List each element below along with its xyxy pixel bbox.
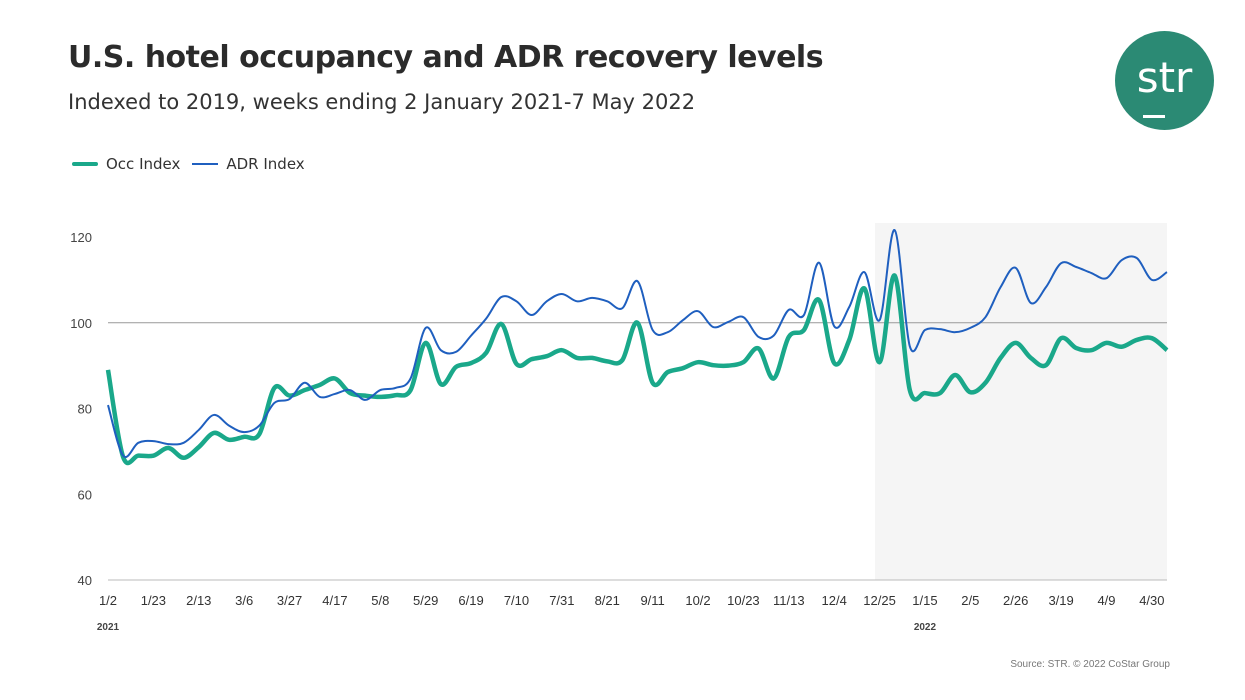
y-tick-label: 120 <box>70 230 92 245</box>
x-tick-label: 3/19 <box>1048 593 1073 608</box>
x-tick-label: 9/11 <box>640 593 664 608</box>
x-tick-label: 1/23 <box>141 593 166 608</box>
legend-swatch-occ <box>72 162 98 166</box>
chart-subtitle: Indexed to 2019, weeks ending 2 January … <box>68 90 696 114</box>
x-tick-label: 11/13 <box>773 593 805 608</box>
x-tick-label: 6/19 <box>458 593 483 608</box>
x-tick-label: 5/8 <box>371 593 389 608</box>
chart-title: U.S. hotel occupancy and ADR recovery le… <box>68 40 824 75</box>
x-tick-label: 1/15 <box>912 593 937 608</box>
x-tick-label: 4/30 <box>1139 593 1164 608</box>
year-label: 2022 <box>914 622 937 633</box>
x-tick-label: 3/27 <box>277 593 302 608</box>
x-tick-label: 4/17 <box>322 593 347 608</box>
x-tick-label: 2/5 <box>961 593 979 608</box>
legend-swatch-adr <box>192 163 219 165</box>
legend: Occ Index ADR Index <box>72 155 305 173</box>
occ-index-line <box>105 273 1169 466</box>
x-tick-label: 12/25 <box>863 593 896 608</box>
x-tick-label: 5/29 <box>413 593 438 608</box>
shaded-2022-region <box>875 223 1167 580</box>
x-tick-label: 2/26 <box>1003 593 1028 608</box>
x-tick-label: 7/31 <box>549 593 574 608</box>
year-label: 2021 <box>97 622 120 633</box>
legend-label-adr: ADR Index <box>226 155 305 173</box>
y-tick-label: 100 <box>70 316 92 331</box>
logo-text: str <box>1136 53 1193 102</box>
x-tick-label: 12/4 <box>822 593 847 608</box>
x-tick-label: 3/6 <box>235 593 253 608</box>
x-tick-label: 2/13 <box>186 593 211 608</box>
y-tick-label: 40 <box>78 573 92 588</box>
y-tick-label: 60 <box>78 487 92 502</box>
legend-label-occ: Occ Index <box>106 155 181 173</box>
source-note: Source: STR. © 2022 CoStar Group <box>1010 659 1170 670</box>
x-tick-label: 10/2 <box>685 593 710 608</box>
x-tick-label: 10/23 <box>727 593 760 608</box>
str-logo: str <box>1115 31 1214 130</box>
adr-index-line <box>107 229 1168 459</box>
x-tick-label: 1/2 <box>99 593 117 608</box>
y-tick-label: 80 <box>78 402 92 417</box>
x-tick-label: 8/21 <box>595 593 620 608</box>
x-tick-label: 7/10 <box>504 593 529 608</box>
x-tick-label: 4/9 <box>1097 593 1115 608</box>
